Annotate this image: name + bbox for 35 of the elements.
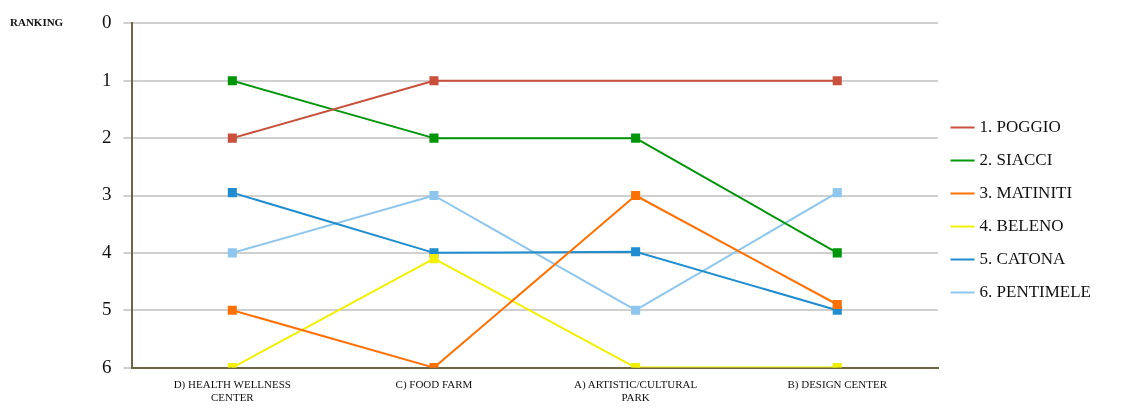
point	[227, 133, 237, 143]
point	[832, 299, 842, 310]
point	[631, 305, 641, 315]
point	[832, 248, 842, 258]
point	[631, 133, 641, 143]
point	[429, 190, 439, 201]
point	[429, 254, 439, 264]
point	[227, 76, 237, 86]
point	[429, 76, 439, 86]
y-tick-label: 0	[102, 11, 112, 33]
legend-label: 4. BELENO	[979, 215, 1064, 235]
legend-label: 6. PENTIMELE	[979, 281, 1092, 301]
point	[631, 190, 641, 201]
y-tick-label: 3	[102, 183, 112, 205]
point	[832, 76, 842, 86]
x-tick-label: D) HEALTH WELLNESS CENTER	[173, 378, 291, 404]
y-tick-label: 4	[102, 240, 112, 262]
point	[227, 188, 237, 198]
y-tick-label: 2	[102, 126, 112, 148]
y-tick-label: 6	[102, 355, 112, 377]
point	[429, 133, 439, 143]
legend-label: 5. CATONA	[979, 248, 1066, 268]
point	[631, 247, 641, 257]
point	[227, 305, 237, 315]
y-axis-title: RANKING	[10, 16, 64, 29]
x-tick-label: B) DESIGN CENTER	[787, 378, 888, 392]
legend-label: 2. SIACCI	[979, 149, 1053, 169]
y-tick-label: 1	[102, 68, 112, 90]
x-tick-label: A) ARTISTIC/CULTURAL PARK	[573, 378, 698, 404]
y-tick-label: 5	[102, 298, 112, 320]
point	[832, 188, 842, 198]
x-tick-label: C) FOOD FARM	[395, 378, 473, 392]
legend-label: 1. POGGIO	[979, 116, 1061, 136]
legend-label: 3. MATINITI	[979, 182, 1073, 202]
point	[227, 248, 237, 258]
